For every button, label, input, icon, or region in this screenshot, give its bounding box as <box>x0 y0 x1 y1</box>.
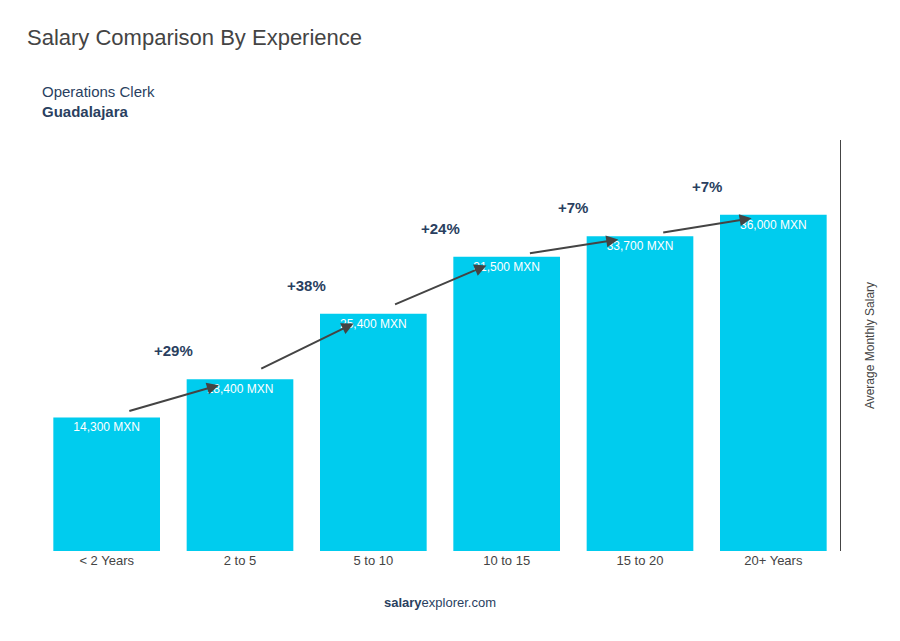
svg-text:2 to 5: 2 to 5 <box>224 553 257 568</box>
svg-text:33,700 MXN: 33,700 MXN <box>607 239 674 253</box>
svg-text:+24%: +24% <box>421 220 460 237</box>
svg-text:20+ Years: 20+ Years <box>744 553 803 568</box>
svg-text:36,000 MXN: 36,000 MXN <box>740 218 807 232</box>
svg-text:Salary Comparison By Experienc: Salary Comparison By Experience <box>27 25 362 50</box>
svg-text:salaryexplorer.com: salaryexplorer.com <box>384 595 496 610</box>
svg-text:25,400 MXN: 25,400 MXN <box>340 317 407 331</box>
svg-text:10 to 15: 10 to 15 <box>483 553 530 568</box>
svg-text:14,300 MXN: 14,300 MXN <box>73 420 140 434</box>
svg-text:Average Monthly Salary: Average Monthly Salary <box>863 282 877 409</box>
svg-text:31,500 MXN: 31,500 MXN <box>473 260 540 274</box>
svg-text:+29%: +29% <box>154 342 193 359</box>
svg-text:5 to 10: 5 to 10 <box>353 553 393 568</box>
svg-text:+7%: +7% <box>692 178 722 195</box>
svg-text:< 2 Years: < 2 Years <box>79 553 134 568</box>
svg-text:Operations ClerkGuadalajara: Operations ClerkGuadalajara <box>42 83 155 120</box>
svg-text:15 to 20: 15 to 20 <box>617 553 664 568</box>
svg-text:+38%: +38% <box>287 277 326 294</box>
svg-text:18,400 MXN: 18,400 MXN <box>207 382 274 396</box>
svg-text:+7%: +7% <box>558 199 588 216</box>
